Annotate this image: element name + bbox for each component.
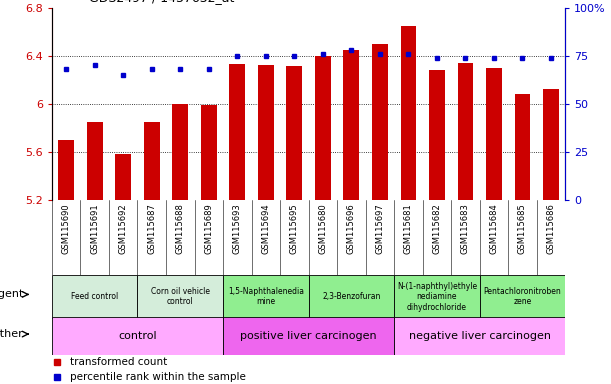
Bar <box>229 64 245 200</box>
Text: GSM115683: GSM115683 <box>461 204 470 254</box>
Bar <box>315 56 331 200</box>
Text: GSM115689: GSM115689 <box>204 204 213 254</box>
Text: other: other <box>0 329 23 339</box>
Text: N-(1-naphthyl)ethyle
nediamine
dihydrochloride: N-(1-naphthyl)ethyle nediamine dihydroch… <box>397 282 477 311</box>
Bar <box>115 154 131 200</box>
Text: GSM115680: GSM115680 <box>318 204 327 254</box>
Bar <box>144 122 159 200</box>
Bar <box>458 63 473 200</box>
Bar <box>87 122 103 200</box>
Text: GSM115684: GSM115684 <box>489 204 499 254</box>
Text: positive liver carcinogen: positive liver carcinogen <box>240 331 377 341</box>
Text: Corn oil vehicle
control: Corn oil vehicle control <box>151 287 210 306</box>
Text: Feed control: Feed control <box>71 292 119 301</box>
Bar <box>201 105 216 200</box>
Bar <box>486 68 502 200</box>
Bar <box>480 275 565 319</box>
Bar <box>223 275 309 319</box>
Text: GDS2497 / 1437632_at: GDS2497 / 1437632_at <box>89 0 234 4</box>
Text: GSM115690: GSM115690 <box>62 204 71 254</box>
Text: percentile rank within the sample: percentile rank within the sample <box>70 372 246 382</box>
Text: GSM115681: GSM115681 <box>404 204 413 254</box>
Text: GSM115685: GSM115685 <box>518 204 527 254</box>
Bar <box>287 66 302 200</box>
Text: agent: agent <box>0 290 23 300</box>
Bar <box>343 50 359 200</box>
Text: GSM115694: GSM115694 <box>262 204 270 254</box>
Text: GSM115692: GSM115692 <box>119 204 128 254</box>
Text: GSM115695: GSM115695 <box>290 204 299 254</box>
Bar <box>59 140 74 200</box>
Bar <box>394 275 480 319</box>
Bar <box>429 70 445 200</box>
Bar <box>394 317 565 355</box>
Bar <box>52 317 223 355</box>
Text: control: control <box>118 331 157 341</box>
Bar <box>52 275 137 319</box>
Text: transformed count: transformed count <box>70 357 167 367</box>
Text: GSM115682: GSM115682 <box>433 204 441 254</box>
Text: GSM115686: GSM115686 <box>546 204 555 254</box>
Text: 1,5-Naphthalenedia
mine: 1,5-Naphthalenedia mine <box>228 287 304 306</box>
Bar <box>258 65 274 200</box>
Text: GSM115696: GSM115696 <box>347 204 356 254</box>
Bar <box>514 94 530 200</box>
Text: GSM115687: GSM115687 <box>147 204 156 254</box>
Bar <box>137 275 223 319</box>
Bar <box>223 317 394 355</box>
Text: negative liver carcinogen: negative liver carcinogen <box>409 331 551 341</box>
Text: 2,3-Benzofuran: 2,3-Benzofuran <box>322 292 381 301</box>
Bar <box>172 104 188 200</box>
Bar <box>543 89 559 200</box>
Text: GSM115688: GSM115688 <box>176 204 185 254</box>
Text: GSM115697: GSM115697 <box>375 204 384 254</box>
Bar <box>401 26 416 200</box>
Text: GSM115693: GSM115693 <box>233 204 242 254</box>
Bar <box>309 275 394 319</box>
Text: GSM115691: GSM115691 <box>90 204 99 254</box>
Bar <box>372 44 388 200</box>
Text: Pentachloronitroben
zene: Pentachloronitroben zene <box>483 287 562 306</box>
